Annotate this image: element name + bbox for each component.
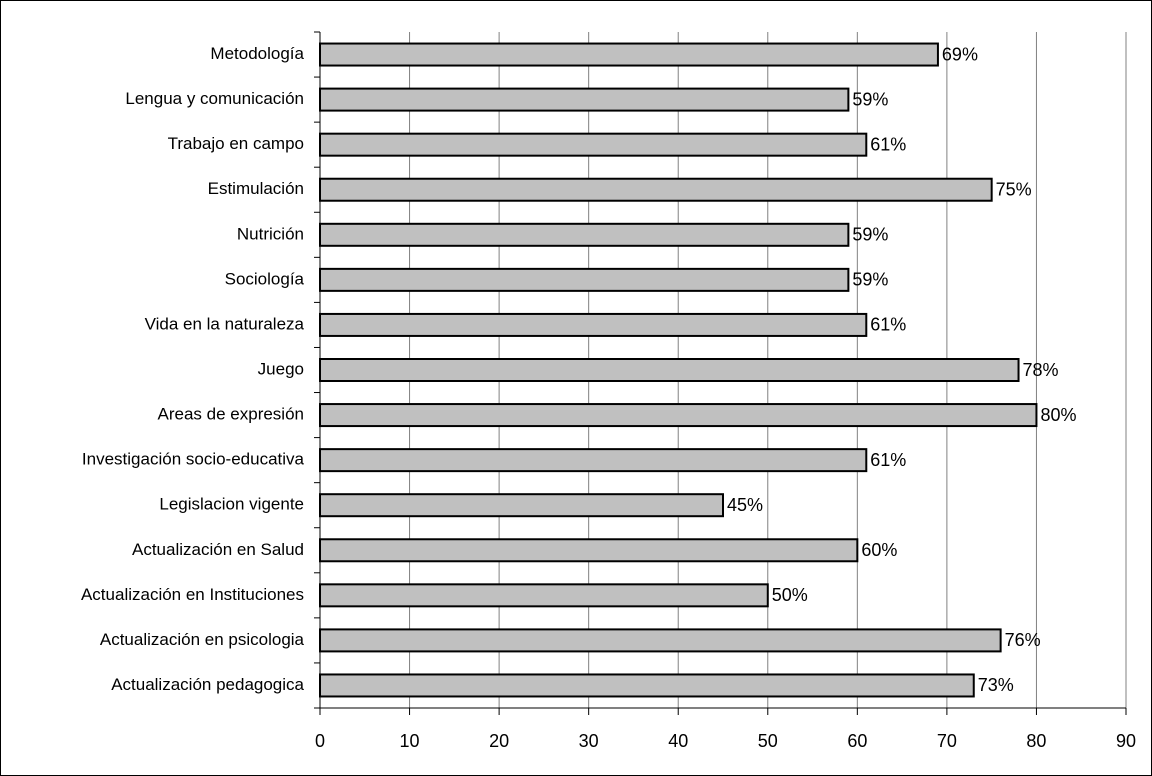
y-tick-label: Juego	[258, 359, 304, 378]
bar	[319, 312, 868, 337]
value-label: 78%	[1023, 360, 1059, 380]
value-label: 61%	[870, 134, 906, 154]
bar	[319, 538, 859, 563]
value-label: 69%	[942, 44, 978, 64]
value-label: 59%	[852, 89, 888, 109]
bar	[319, 403, 1038, 428]
bar	[319, 132, 868, 157]
x-tick-label: 70	[937, 731, 957, 751]
bar	[319, 177, 993, 202]
y-tick-label: Investigación socio-educativa	[82, 450, 305, 469]
value-label: 61%	[870, 450, 906, 470]
y-tick-label: Lengua y comunicación	[125, 89, 304, 108]
bar	[319, 628, 1002, 653]
y-tick-label: Actualización en Instituciones	[81, 585, 304, 604]
x-tick-label: 60	[847, 731, 867, 751]
value-label: 73%	[978, 675, 1014, 695]
y-tick-label: Nutrición	[237, 224, 304, 243]
y-tick-label: Sociología	[225, 269, 305, 288]
bar	[319, 87, 850, 112]
y-tick-label: Estimulación	[208, 179, 304, 198]
x-tick-label: 90	[1116, 731, 1136, 751]
x-tick-label: 20	[489, 731, 509, 751]
y-tick-label: Vida en la naturaleza	[145, 314, 305, 333]
y-tick-label: Trabajo en campo	[168, 134, 304, 153]
y-tick-label: Actualización pedagogica	[111, 675, 304, 694]
y-tick-label: Actualización en psicologia	[100, 630, 305, 649]
bar	[319, 673, 975, 698]
bar	[319, 358, 1020, 382]
y-tick-label: Metodología	[210, 44, 304, 63]
value-label: 61%	[870, 315, 906, 335]
value-label: 50%	[772, 585, 808, 605]
value-label: 75%	[996, 179, 1032, 199]
bar	[319, 583, 769, 608]
bar	[319, 222, 850, 247]
x-tick-label: 30	[579, 731, 599, 751]
x-tick-label: 80	[1026, 731, 1046, 751]
y-tick-label: Legislacion vigente	[159, 495, 304, 514]
value-label: 60%	[861, 540, 897, 560]
value-label: 45%	[727, 495, 763, 515]
bar	[319, 42, 939, 67]
x-tick-label: 40	[668, 731, 688, 751]
value-label: 80%	[1040, 405, 1076, 425]
value-label: 59%	[852, 270, 888, 290]
y-tick-label: Actualización en Salud	[132, 540, 304, 559]
bar	[319, 493, 724, 518]
value-label: 59%	[852, 225, 888, 245]
x-tick-label: 50	[758, 731, 778, 751]
bar	[319, 267, 850, 292]
x-tick-label: 10	[400, 731, 420, 751]
bar	[319, 448, 868, 473]
y-tick-label: Areas de expresión	[158, 405, 304, 424]
value-label: 76%	[1005, 630, 1041, 650]
x-tick-label: 0	[315, 731, 325, 751]
